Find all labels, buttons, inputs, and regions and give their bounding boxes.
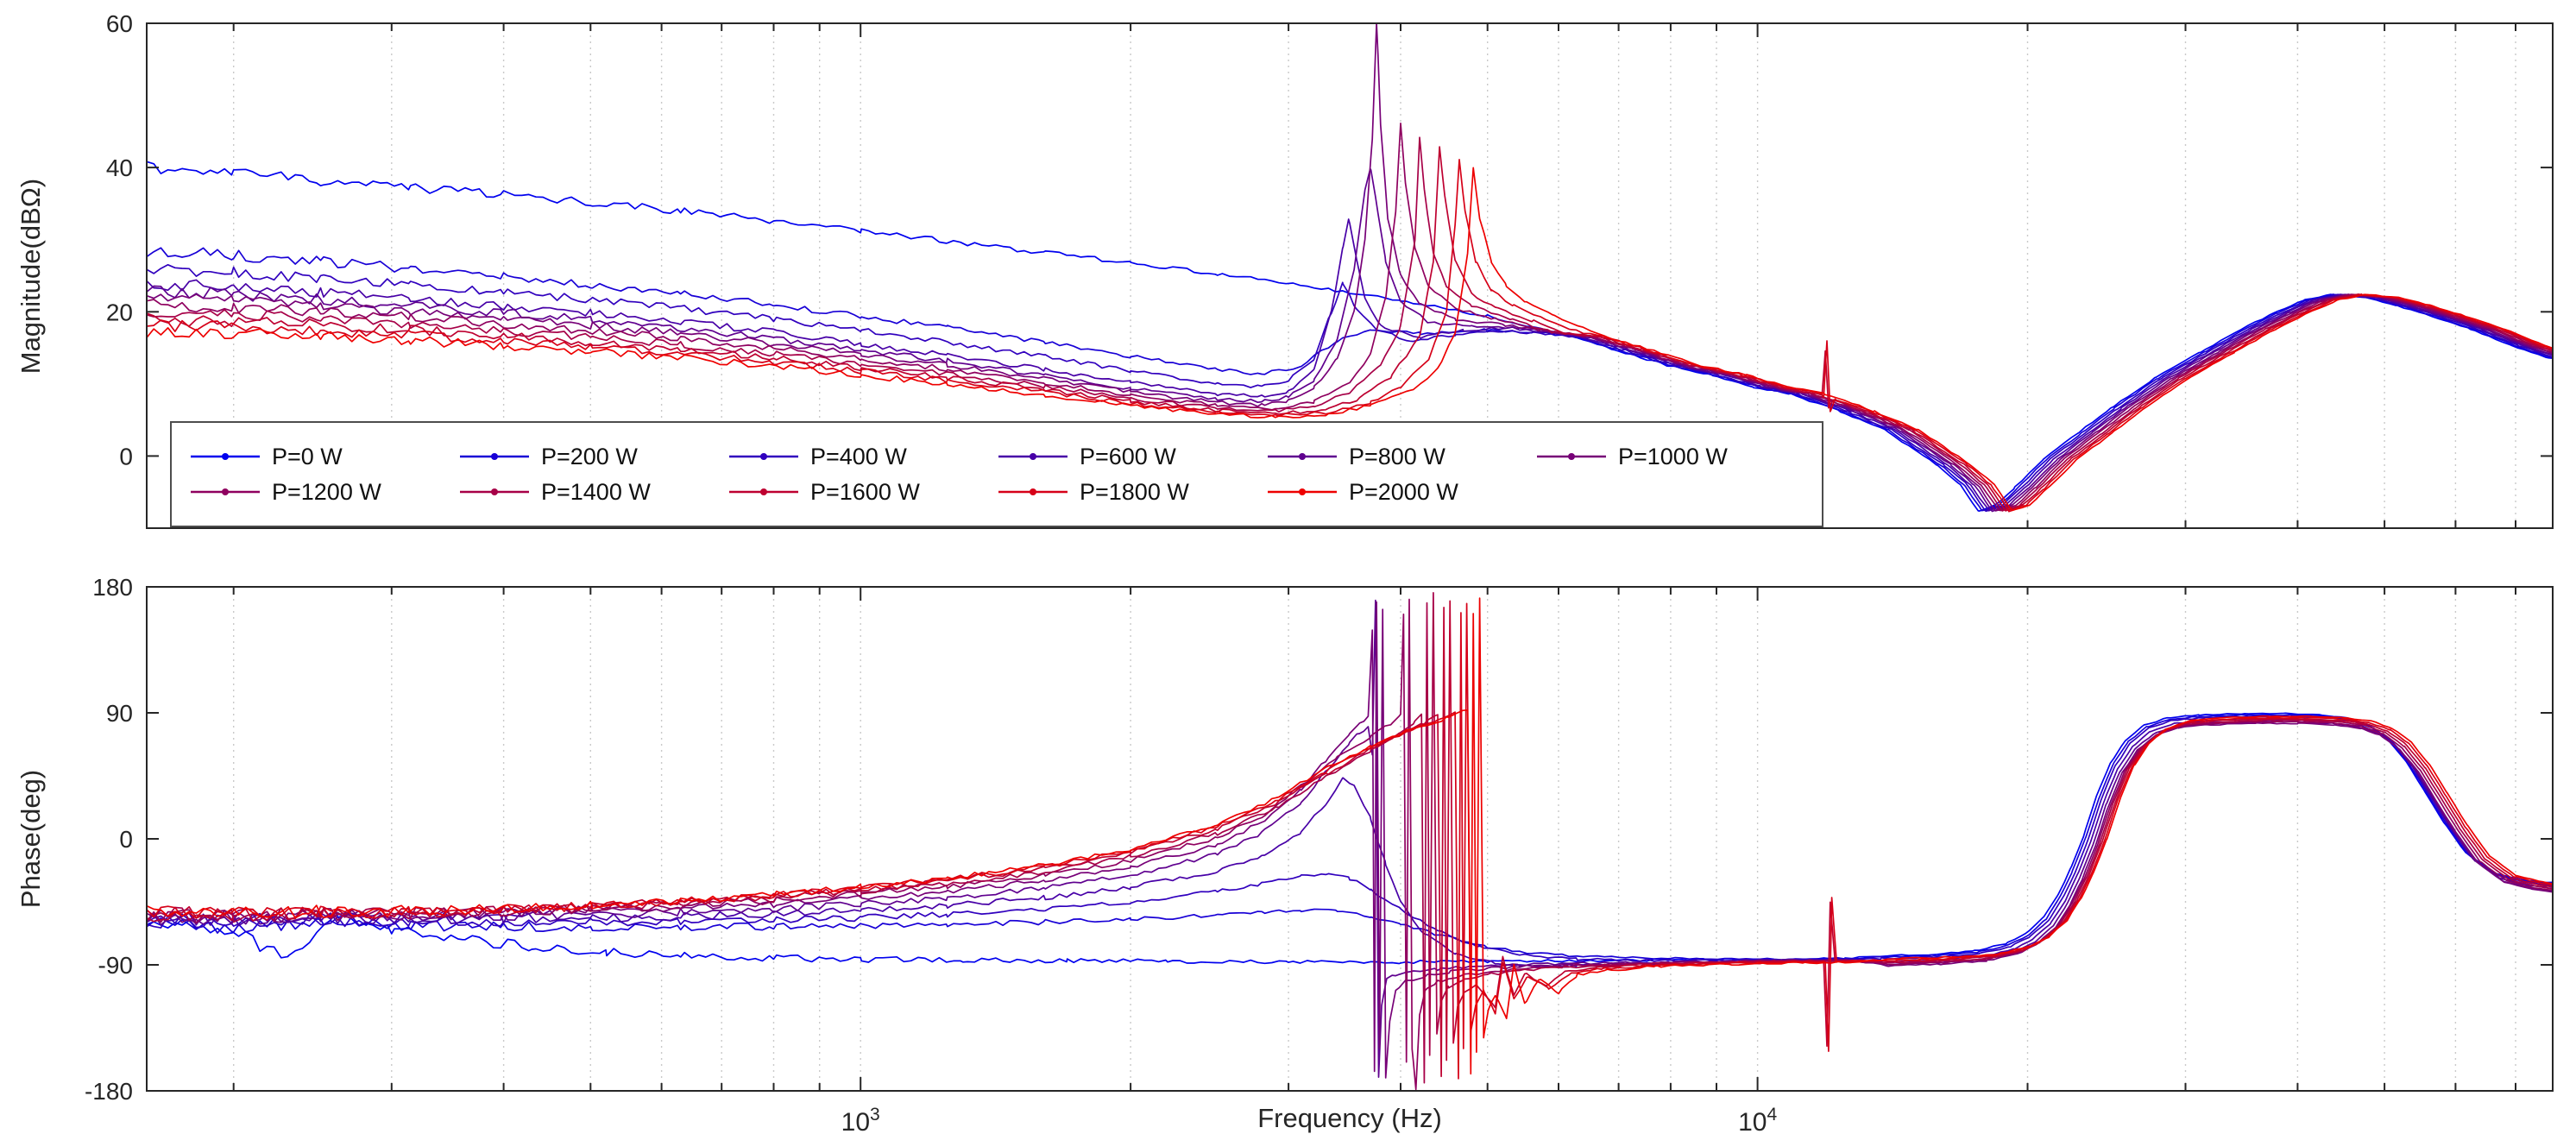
y-tick-label: 60: [106, 10, 133, 37]
y-tick-label: 0: [119, 443, 133, 469]
legend-label: P=600 W: [1080, 443, 1176, 469]
legend-label: P=800 W: [1349, 443, 1445, 469]
magnitude-axis-label: Magnitude(dBΩ): [16, 178, 46, 375]
series-curve-1000w: [147, 23, 2553, 512]
legend-swatch: [191, 488, 260, 495]
legend-swatch: [729, 488, 798, 495]
legend-item-p1200: P=1200 W: [189, 479, 458, 506]
y-tick-label: 180: [92, 574, 133, 601]
series-curve-1800w: [147, 602, 2553, 1080]
legend-item-p1000: P=1000 W: [1535, 444, 1804, 470]
series-curve-400w: [147, 715, 2553, 963]
legend-item-p400: P=400 W: [727, 444, 997, 470]
legend-swatch: [460, 488, 529, 495]
phase-curves: [147, 591, 2553, 1091]
legend-swatch: [460, 453, 529, 460]
legend-label: P=400 W: [810, 443, 907, 469]
x-axis-label: Frequency (Hz): [1257, 1103, 1442, 1133]
legend-swatch: [998, 488, 1068, 495]
legend-swatch: [998, 453, 1068, 460]
x-tick-label: 103: [841, 1105, 880, 1134]
phase-panel: -180 -90 0 90 180 103 104: [85, 574, 2554, 1134]
legend-swatch: [1537, 453, 1606, 460]
legend-swatch: [191, 453, 260, 460]
series-curve-600w: [147, 218, 2553, 512]
legend-label: P=1400 W: [541, 478, 651, 505]
series-curve-1200w: [147, 598, 2553, 1091]
legend-item-p1800: P=1800 W: [997, 479, 1266, 506]
legend-label: P=200 W: [541, 443, 638, 469]
panel-border: [146, 22, 2554, 529]
series-curve-1400w: [147, 136, 2553, 512]
legend-label: P=2000 W: [1349, 478, 1458, 505]
series-curve-1600w: [147, 146, 2553, 512]
series-curve-0w: [147, 712, 2553, 965]
legend: P=0 W P=200 W P=400 W P=600 W P=800 W P=1000 …: [170, 421, 1823, 527]
legend-label: P=0 W: [272, 443, 343, 469]
legend-item-p800: P=800 W: [1266, 444, 1535, 470]
legend-item-p200: P=200 W: [458, 444, 727, 470]
series-curve-200w: [147, 247, 2553, 512]
magnitude-curves: [147, 23, 2553, 513]
series-curve-1000w: [147, 601, 2553, 1079]
series-curve-1200w: [147, 122, 2553, 512]
y-tick-label: 20: [106, 299, 133, 325]
legend-label: P=1000 W: [1618, 443, 1728, 469]
series-curve-1600w: [147, 600, 2553, 1078]
magnitude-panel: 0 20 40 60: [106, 10, 2554, 529]
series-curve-400w: [147, 263, 2553, 513]
series-curve-1400w: [147, 591, 2553, 1084]
legend-swatch: [1268, 453, 1337, 460]
legend-swatch: [729, 453, 798, 460]
y-tick-label: 0: [119, 826, 133, 853]
series-curve-1800w: [147, 159, 2553, 513]
legend-label: P=1600 W: [810, 478, 920, 505]
panel-border: [146, 586, 2554, 1092]
series-curve-2000w: [147, 167, 2553, 512]
legend-label: P=1200 W: [272, 478, 381, 505]
series-curve-200w: [147, 714, 2553, 961]
series-curve-2000w: [147, 597, 2553, 1075]
y-tick-label: -180: [85, 1078, 133, 1105]
legend-item-p2000: P=2000 W: [1266, 479, 1535, 506]
axis-ticks: [147, 586, 2553, 1092]
series-curve-0w: [147, 161, 2553, 512]
y-tick-label: 90: [106, 700, 133, 727]
legend-label: P=1800 W: [1080, 478, 1189, 505]
y-tick-label: 40: [106, 154, 133, 181]
legend-item-p600: P=600 W: [997, 444, 1266, 470]
series-curve-800w: [147, 167, 2553, 513]
x-tick-label: 104: [1738, 1105, 1777, 1134]
legend-swatch: [1268, 488, 1337, 495]
series-curve-800w: [147, 599, 2553, 1078]
phase-axis-label: Phase(deg): [16, 769, 46, 909]
y-tick-label: -90: [98, 952, 133, 979]
legend-item-p1600: P=1600 W: [727, 479, 997, 506]
legend-item-p1400: P=1400 W: [458, 479, 727, 506]
legend-item-p0: P=0 W: [189, 444, 458, 470]
